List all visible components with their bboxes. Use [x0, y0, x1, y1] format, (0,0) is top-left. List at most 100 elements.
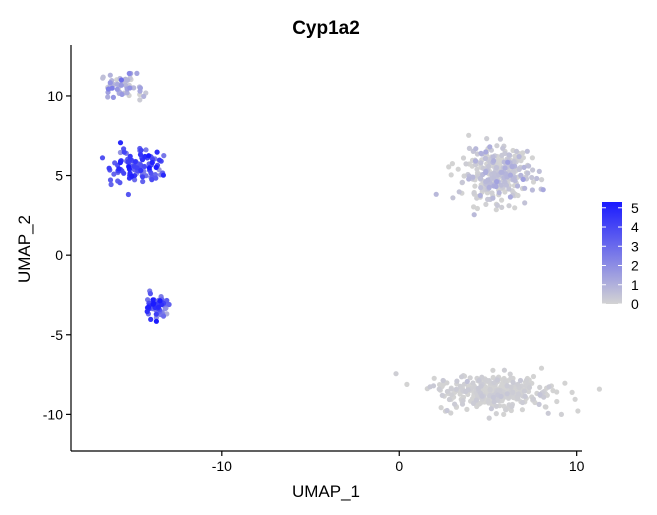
cell-point	[543, 404, 549, 410]
cell-point	[500, 145, 506, 151]
cell-point	[499, 152, 505, 158]
cell-point	[478, 150, 484, 156]
cell-point	[100, 74, 106, 80]
cell-point	[596, 386, 603, 392]
cell-point	[474, 195, 480, 201]
cell-point	[494, 377, 500, 383]
cell-point	[438, 405, 444, 411]
cell-point	[474, 166, 480, 172]
color-legend: 0 1 2 3 4 5	[602, 200, 639, 312]
cell-point	[509, 164, 515, 170]
colorbar-ticks: 0 1 2 3 4 5	[602, 200, 639, 312]
cell-point	[507, 194, 513, 200]
cell-point	[471, 190, 477, 196]
cell-point	[446, 164, 452, 170]
cell-point	[477, 192, 483, 199]
cell-point	[490, 195, 496, 201]
cell-point	[446, 396, 452, 403]
cell-point	[153, 164, 159, 170]
cell-point	[530, 396, 537, 402]
cell-point	[498, 182, 504, 188]
cell-point	[536, 168, 542, 174]
cell-point	[129, 173, 135, 179]
cell-point	[475, 385, 481, 391]
y-tick-label: -5	[51, 327, 64, 343]
cell-point	[448, 386, 454, 392]
cell-point	[127, 153, 133, 159]
cell-point	[540, 187, 546, 193]
colorbar-tick-label: 1	[631, 277, 639, 293]
cell-point	[530, 167, 536, 173]
cell-point	[521, 164, 527, 170]
cell-point	[125, 159, 131, 165]
x-axis-ticks: -10 0 10	[212, 451, 585, 474]
cell-point	[506, 186, 512, 192]
cell-point	[137, 97, 143, 103]
cell-point	[149, 159, 155, 166]
cell-point	[515, 381, 521, 387]
cell-point	[505, 159, 511, 165]
cell-point	[534, 175, 540, 182]
cell-point	[487, 144, 493, 150]
cell-point	[515, 183, 521, 189]
cell-point	[521, 388, 528, 394]
cell-point	[524, 148, 530, 154]
cell-point	[546, 384, 552, 390]
cell-point	[160, 172, 166, 178]
cell-point	[506, 152, 512, 158]
cell-point	[493, 165, 500, 171]
cell-point	[111, 171, 117, 177]
cell-point	[117, 180, 123, 186]
cell-point	[529, 174, 535, 181]
cell-point	[114, 86, 120, 92]
cell-point	[464, 378, 470, 385]
cell-point	[105, 94, 111, 100]
cell-point	[523, 377, 530, 383]
cell-point	[444, 380, 450, 386]
cell-point	[137, 85, 143, 91]
cell-point	[125, 77, 131, 83]
cell-point	[470, 380, 476, 386]
cell-point	[118, 77, 124, 83]
cell-point	[478, 160, 484, 166]
cell-point	[490, 367, 496, 373]
x-tick-label: 10	[569, 458, 585, 474]
cell-point	[491, 399, 497, 405]
cell-point	[153, 175, 159, 181]
cell-point	[476, 377, 482, 383]
x-tick-label: -10	[212, 458, 232, 474]
cell-point	[545, 410, 551, 416]
cell-point	[473, 146, 479, 152]
cell-point	[440, 377, 446, 384]
cell-point	[473, 397, 479, 403]
cell-point	[154, 149, 160, 155]
cell-point	[493, 183, 499, 190]
x-axis-label: UMAP_1	[292, 482, 360, 501]
cell-point	[160, 313, 167, 319]
cell-point	[448, 410, 454, 416]
cell-point	[518, 158, 524, 164]
data-points	[99, 70, 603, 421]
cell-point	[520, 176, 526, 182]
cell-point	[454, 378, 460, 384]
cell-point	[127, 85, 133, 91]
cell-point	[508, 375, 514, 381]
cell-point	[148, 316, 154, 322]
cell-point	[134, 165, 140, 171]
cell-point	[431, 375, 437, 381]
cell-point	[519, 407, 526, 413]
cell-point	[529, 187, 536, 193]
colorbar-tick-label: 4	[631, 219, 639, 235]
cell-point	[493, 403, 499, 409]
cell-point	[448, 392, 454, 398]
cell-point	[508, 407, 514, 414]
cell-point	[149, 177, 155, 183]
cell-point	[466, 176, 472, 182]
cell-point	[146, 165, 152, 171]
cell-point	[161, 153, 167, 159]
cell-point	[485, 398, 491, 404]
cell-point	[132, 177, 138, 183]
cell-point	[490, 394, 496, 400]
cell-point	[510, 175, 517, 181]
cell-point	[507, 371, 513, 377]
